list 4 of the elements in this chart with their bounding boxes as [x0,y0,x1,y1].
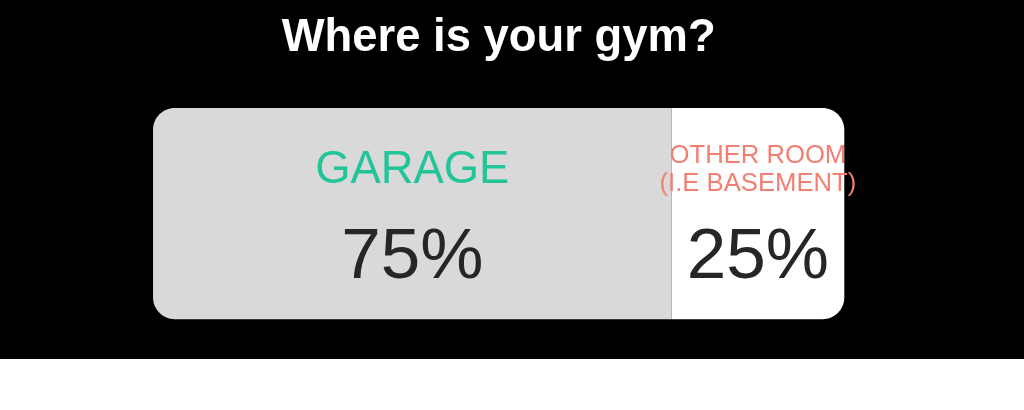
data-label: 75% [341,213,484,293]
series-label: GARAGE [315,141,510,193]
chart-title: Where is your gym? [281,9,716,61]
data-label: 25% [686,213,830,293]
